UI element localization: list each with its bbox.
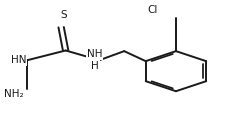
Text: Cl: Cl [146,5,157,15]
Text: H: H [91,61,98,71]
Text: NH₂: NH₂ [4,89,24,99]
Text: HN: HN [11,55,26,65]
Text: NH: NH [87,49,102,59]
Text: S: S [60,10,67,20]
